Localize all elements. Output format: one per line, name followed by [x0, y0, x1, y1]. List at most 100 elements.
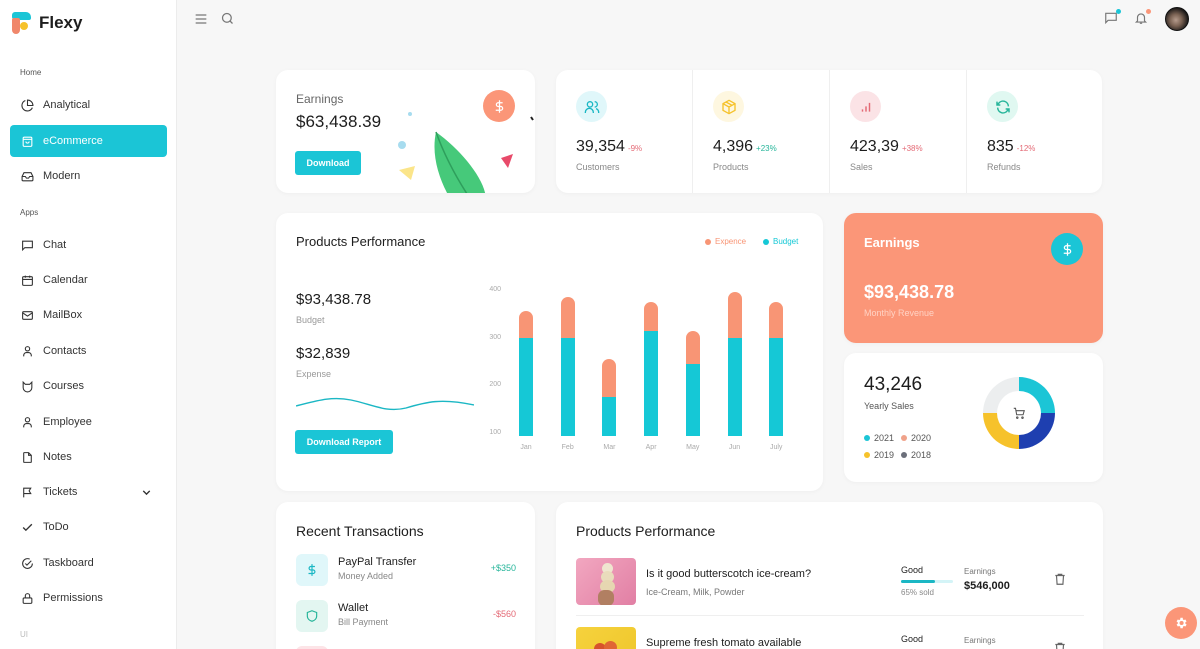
sidebar-item-calendar[interactable]: Calendar — [10, 264, 167, 296]
stat-icon-bg — [576, 91, 607, 122]
transaction-row[interactable]: Wallet Bill Payment -$560 — [296, 600, 516, 632]
sidebar-item-label: eCommerce — [43, 135, 103, 147]
product-row[interactable]: Supreme fresh tomato available Good Earn… — [576, 627, 1084, 649]
stat-value: 4,396 — [713, 138, 754, 155]
transaction-icon-bg — [296, 600, 328, 632]
transaction-name: Wallet — [338, 602, 369, 614]
stat-label: Refunds — [987, 162, 1021, 172]
product-progress — [901, 580, 953, 583]
stat-label: Products — [713, 162, 749, 172]
card-title: Recent Transactions — [296, 523, 424, 539]
sidebar-item-label: Courses — [43, 380, 84, 392]
trash-icon[interactable] — [1053, 641, 1067, 649]
sidebar-item-contacts[interactable]: Contacts — [10, 335, 167, 367]
bar-segment-budget — [644, 330, 659, 436]
sidebar-item-label: Contacts — [43, 345, 87, 357]
product-name: Supreme fresh tomato available — [646, 637, 802, 649]
product-name: Is it good butterscotch ice-cream? — [646, 568, 812, 580]
dollar-icon — [308, 564, 316, 576]
transaction-amount: -$560 — [492, 609, 516, 619]
inbox-icon — [21, 171, 34, 181]
y-axis-tick: 100 — [489, 429, 501, 436]
bar-segment-budget — [602, 397, 617, 436]
bar-jan[interactable] — [519, 311, 533, 436]
x-axis-tick: Jan — [520, 444, 532, 451]
transaction-icon-bg — [296, 554, 328, 586]
shield-icon — [306, 610, 318, 622]
bar-feb[interactable] — [560, 297, 575, 436]
product-thumbnail — [576, 558, 636, 605]
legend-dot — [705, 238, 711, 245]
sidebar-item-label: Employee — [43, 416, 92, 428]
sidebar-item-todo[interactable]: ToDo — [10, 511, 167, 543]
expense-sparkline — [296, 397, 474, 411]
transaction-name: PayPal Transfer — [338, 556, 417, 568]
monthly-revenue-label: Monthly Revenue — [864, 308, 935, 318]
bar-apr[interactable] — [644, 301, 659, 436]
earnings-label: Earnings — [964, 567, 996, 576]
bar-segment-budget — [685, 363, 700, 436]
dollar-icon — [495, 99, 503, 113]
sidebar-item-notes[interactable]: Notes — [10, 441, 167, 473]
download-button[interactable]: Download — [295, 151, 361, 175]
notifications-badge — [1146, 9, 1151, 14]
search-icon[interactable] — [220, 11, 235, 26]
bar-jun[interactable] — [727, 292, 742, 436]
sidebar-item-ecommerce[interactable]: eCommerce — [10, 125, 167, 157]
monthly-earnings-card: Earnings $93,438.78 Monthly Revenue — [844, 213, 1103, 343]
product-row[interactable]: Is it good butterscotch ice-cream? Ice-C… — [576, 558, 1084, 616]
pie-chart-icon — [21, 99, 34, 111]
sidebar-item-label: ToDo — [43, 521, 69, 533]
sidebar-item-modern[interactable]: Modern — [10, 160, 167, 192]
chevron-down-icon[interactable] — [140, 486, 153, 499]
sidebar-item-permissions[interactable]: Permissions — [10, 582, 167, 614]
user-avatar[interactable] — [1165, 7, 1189, 31]
bar-segment-expense — [644, 301, 659, 331]
bar-mar[interactable] — [602, 359, 617, 436]
messages-button[interactable] — [1104, 9, 1121, 27]
settings-fab[interactable] — [1165, 607, 1197, 639]
stat-label: Customers — [576, 162, 620, 172]
bar-july[interactable] — [769, 301, 784, 436]
bar-chart-icon — [861, 102, 870, 112]
bar-segment-budget — [519, 337, 533, 436]
legend-expense: Expence — [705, 237, 746, 246]
x-axis-tick: July — [769, 444, 783, 451]
sidebar-item-mailbox[interactable]: MailBox — [10, 299, 167, 331]
sidebar-item-label: Analytical — [43, 99, 91, 111]
legend-dot — [763, 238, 769, 245]
stat-icon-bg — [713, 91, 744, 122]
sidebar-item-chat[interactable]: Chat — [10, 229, 167, 261]
sidebar-item-analytical[interactable]: Analytical — [10, 89, 167, 121]
sidebar-item-courses[interactable]: Courses — [10, 370, 167, 402]
earnings-card: Earnings $63,438.39 Download — [276, 70, 535, 193]
users-icon — [584, 100, 599, 113]
legend-label: Budget — [773, 237, 799, 246]
dollar-badge — [1051, 233, 1083, 265]
sidebar-item-employee[interactable]: Employee — [10, 406, 167, 438]
sidebar-item-tickets[interactable]: Tickets — [10, 476, 167, 508]
yearly-sales-value: 43,246 — [864, 374, 923, 395]
product-status: Good — [901, 634, 924, 644]
divider — [829, 70, 830, 193]
sidebar-item-label: Calendar — [43, 274, 88, 286]
yearly-sales-donut — [983, 377, 1055, 449]
yearly-sales-label: Yearly Sales — [864, 401, 914, 411]
monthly-revenue-value: $93,438.78 — [864, 282, 955, 302]
package-icon — [721, 99, 736, 114]
stats-card: 39,354 -9% Customers 4,396 +23% Products 4… — [556, 70, 1102, 193]
product-status: Good — [901, 565, 924, 575]
bar-segment-expense — [727, 292, 742, 338]
sidebar-item-label: Taskboard — [43, 557, 94, 569]
bar-may[interactable] — [685, 330, 700, 436]
transaction-row[interactable]: PayPal Transfer Money Added +$350 — [296, 554, 516, 586]
brand[interactable]: Flexy — [12, 12, 82, 34]
gear-icon — [1176, 617, 1187, 629]
notifications-button[interactable] — [1134, 9, 1151, 27]
download-report-button[interactable]: Download Report — [295, 430, 393, 454]
hamburger-icon[interactable] — [193, 11, 209, 27]
stat-customers: 39,354 -9% Customers — [556, 70, 692, 193]
cart-icon — [1013, 407, 1025, 419]
trash-icon[interactable] — [1053, 572, 1067, 586]
sidebar-item-taskboard[interactable]: Taskboard — [10, 547, 167, 579]
